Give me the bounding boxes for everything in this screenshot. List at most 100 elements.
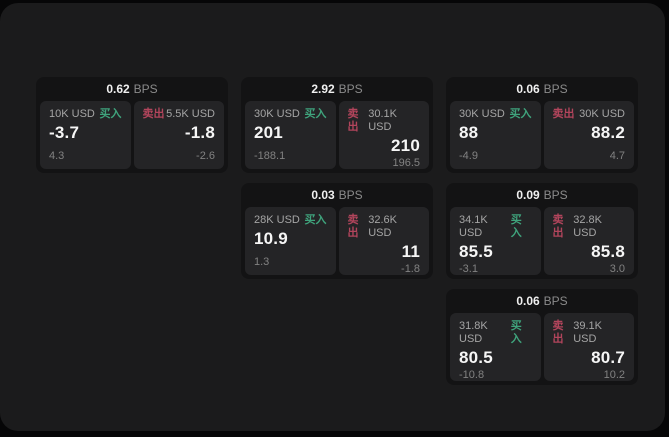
buy-price: 80.5 [459,348,493,368]
bps-value: 0.06 [516,82,540,96]
sell-side-label: 卖出 [347,108,359,134]
buy-delta: -10.8 [459,368,485,381]
sell-side-label: 卖出 [552,108,575,120]
bps-unit: BPS [133,82,158,96]
card-header: 0.62 BPS [40,77,224,101]
buy-price: 85.5 [459,242,493,262]
buy-side-label: 买入 [304,214,327,226]
buy-notional: 31.8K USD [459,320,488,346]
buy-price: 201 [254,123,283,143]
buy-tile[interactable]: 10K USD 买入 -3.7 4.3 [40,101,131,169]
sell-tile-header: 卖出 39.1K USD [553,320,626,346]
sell-tile[interactable]: 卖出 39.1K USD 80.7 10.2 [543,313,634,381]
bps-unit: BPS [338,188,363,202]
card-header: 0.06 BPS [450,77,634,101]
price-tiles: 30K USD 买入 88 -4.9 卖出 30K USD 88.2 4.7 [450,101,634,169]
bps-value: 0.62 [106,82,130,96]
buy-tile[interactable]: 28K USD 买入 10.9 1.3 [245,207,336,275]
buy-price: 88 [459,123,479,143]
buy-side-label: 买入 [99,108,122,120]
sell-tile-header: 卖出 32.8K USD [553,214,626,240]
buy-delta: 4.3 [49,149,65,162]
buy-tile-header: 34.1K USD 买入 [459,214,532,240]
sell-side-label: 卖出 [142,108,165,120]
buy-delta: 1.3 [254,255,270,268]
sell-price: 88.2 [591,123,625,143]
bps-unit: BPS [543,82,568,96]
buy-notional: 28K USD [254,214,300,226]
sell-price: 85.8 [591,242,625,262]
buy-delta: -4.9 [459,149,478,162]
quote-grid: 0.62 BPS 10K USD 买入 -3.7 4.3 卖出 5.5K USD [36,77,638,385]
quote-card-0: 0.62 BPS 10K USD 买入 -3.7 4.3 卖出 5.5K USD [36,77,228,173]
bps-value: 0.06 [516,294,540,308]
bps-unit: BPS [338,82,363,96]
buy-side-label: 买入 [510,320,522,346]
buy-side-label: 买入 [509,108,532,120]
sell-side-label: 卖出 [552,320,564,346]
sell-delta: 4.7 [609,149,625,162]
price-tiles: 30K USD 买入 201 -188.1 卖出 30.1K USD 210 1… [245,101,429,169]
buy-tile[interactable]: 30K USD 买入 201 -188.1 [245,101,336,169]
buy-tile[interactable]: 30K USD 买入 88 -4.9 [450,101,541,169]
quote-card-2: 0.06 BPS 30K USD 买入 88 -4.9 卖出 30K USD [446,77,638,173]
buy-delta: -3.1 [459,262,478,275]
price-tiles: 10K USD 买入 -3.7 4.3 卖出 5.5K USD -1.8 -2.… [40,101,224,169]
buy-tile-header: 30K USD 买入 [254,108,327,121]
price-tiles: 28K USD 买入 10.9 1.3 卖出 32.6K USD 11 -1.8 [245,207,429,275]
buy-price: -3.7 [49,123,80,143]
buy-tile-header: 28K USD 买入 [254,214,327,227]
sell-delta: 196.5 [392,156,420,169]
sell-notional: 30K USD [579,108,625,120]
sell-notional: 39.1K USD [573,320,602,346]
sell-tile-header: 卖出 30K USD [553,108,626,121]
quote-card-5: 0.06 BPS 31.8K USD 买入 80.5 -10.8 卖出 39.1… [446,289,638,385]
sell-price: 210 [391,136,420,156]
sell-notional: 5.5K USD [166,108,215,120]
buy-side-label: 买入 [510,214,522,240]
sell-delta: 10.2 [603,368,625,381]
sell-tile[interactable]: 卖出 5.5K USD -1.8 -2.6 [133,101,224,169]
sell-notional: 32.8K USD [573,214,602,240]
app-window: 0.62 BPS 10K USD 买入 -3.7 4.3 卖出 5.5K USD [0,3,665,431]
quote-card-1: 2.92 BPS 30K USD 买入 201 -188.1 卖出 30.1K … [241,77,433,173]
buy-side-label: 买入 [304,108,327,120]
sell-tile-header: 卖出 30.1K USD [348,108,421,134]
sell-delta: 3.0 [609,262,625,275]
buy-tile-header: 10K USD 买入 [49,108,122,121]
card-header: 0.09 BPS [450,183,634,207]
buy-tile[interactable]: 31.8K USD 买入 80.5 -10.8 [450,313,541,381]
sell-price: 80.7 [591,348,625,368]
buy-tile-header: 31.8K USD 买入 [459,320,532,346]
quote-card-3: 0.03 BPS 28K USD 买入 10.9 1.3 卖出 32.6K US… [241,183,433,279]
buy-notional: 30K USD [254,108,300,120]
card-header: 0.03 BPS [245,183,429,207]
sell-tile[interactable]: 卖出 32.6K USD 11 -1.8 [338,207,429,275]
sell-tile[interactable]: 卖出 30.1K USD 210 196.5 [338,101,429,169]
bps-value: 0.03 [311,188,335,202]
sell-tile-header: 卖出 5.5K USD [143,108,216,121]
buy-tile-header: 30K USD 买入 [459,108,532,121]
card-header: 2.92 BPS [245,77,429,101]
sell-tile[interactable]: 卖出 30K USD 88.2 4.7 [543,101,634,169]
sell-side-label: 卖出 [347,214,359,240]
sell-tile-header: 卖出 32.6K USD [348,214,421,240]
buy-notional: 34.1K USD [459,214,488,240]
buy-notional: 30K USD [459,108,505,120]
buy-price: 10.9 [254,229,288,249]
buy-tile[interactable]: 34.1K USD 买入 85.5 -3.1 [450,207,541,275]
sell-price: -1.8 [184,123,215,143]
price-tiles: 34.1K USD 买入 85.5 -3.1 卖出 32.8K USD 85.8… [450,207,634,275]
price-tiles: 31.8K USD 买入 80.5 -10.8 卖出 39.1K USD 80.… [450,313,634,381]
sell-price: 11 [401,242,420,262]
bps-unit: BPS [543,188,568,202]
bps-value: 2.92 [311,82,335,96]
sell-delta: -2.6 [196,149,215,162]
sell-tile[interactable]: 卖出 32.8K USD 85.8 3.0 [543,207,634,275]
buy-delta: -188.1 [254,149,286,162]
sell-delta: -1.8 [401,262,420,275]
quote-card-4: 0.09 BPS 34.1K USD 买入 85.5 -3.1 卖出 32.8K… [446,183,638,279]
card-header: 0.06 BPS [450,289,634,313]
buy-notional: 10K USD [49,108,95,120]
sell-side-label: 卖出 [552,214,564,240]
